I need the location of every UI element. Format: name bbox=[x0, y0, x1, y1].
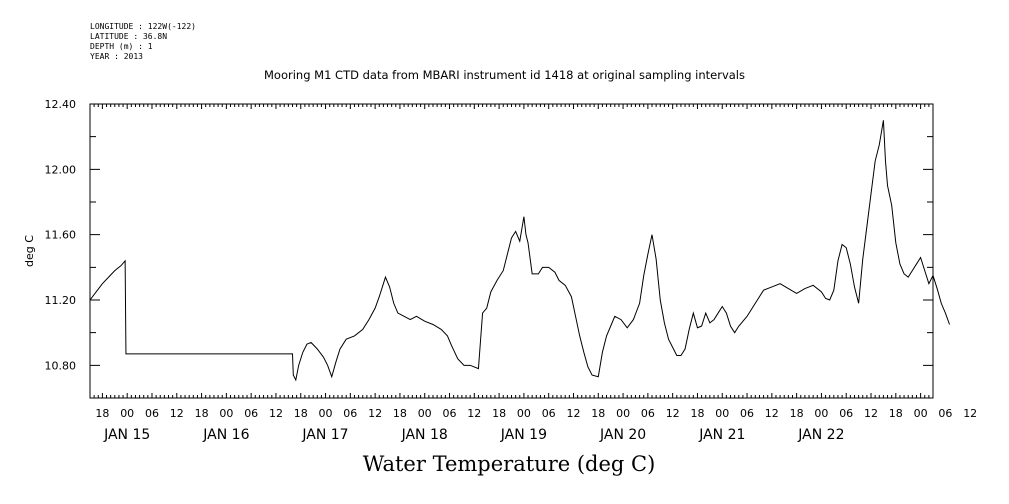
x-tick-label: 06 bbox=[938, 407, 952, 420]
y-tick-labels: 10.80 11.20 11.60 12.00 12.40 bbox=[45, 98, 77, 372]
day-label: JAN 16 bbox=[202, 427, 249, 443]
x-tick-label: 12 bbox=[567, 407, 581, 420]
x-tick-label: 00 bbox=[517, 407, 531, 420]
y-axis-label: deg C bbox=[23, 235, 36, 267]
axis-ticks bbox=[89, 103, 934, 399]
x-tick-label: 06 bbox=[443, 407, 457, 420]
x-tick-label: 00 bbox=[814, 407, 828, 420]
x-tick-labels: 18 00 06 12 18 00 06 12 18 00 06 12 18 00 06 12 18 00 06 12… bbox=[95, 407, 977, 420]
x-tick-label: 18 bbox=[294, 407, 308, 420]
y-tick-label: 10.80 bbox=[45, 359, 77, 372]
chart-title: Mooring M1 CTD data from MBARI instrumen… bbox=[264, 68, 745, 82]
x-tick-label: 12 bbox=[269, 407, 283, 420]
depth-text: DEPTH (m) : 1 bbox=[90, 42, 153, 51]
y-tick-label: 11.60 bbox=[45, 229, 77, 242]
day-label: JAN 17 bbox=[301, 427, 348, 443]
x-tick-label: 18 bbox=[393, 407, 407, 420]
x-tick-label: 18 bbox=[790, 407, 804, 420]
series-line bbox=[89, 120, 951, 382]
x-tick-label: 06 bbox=[839, 407, 853, 420]
x-tick-label: 18 bbox=[95, 407, 109, 420]
longitude-text: LONGITUDE : 122W(-122) bbox=[90, 22, 196, 31]
x-tick-label: 18 bbox=[195, 407, 209, 420]
metadata-block: LONGITUDE : 122W(-122) LATITUDE : 36.8N … bbox=[90, 22, 196, 62]
x-tick-label: 06 bbox=[542, 407, 556, 420]
x-tick-label: 00 bbox=[120, 407, 134, 420]
day-label: JAN 15 bbox=[103, 427, 150, 443]
x-tick-label: 00 bbox=[616, 407, 630, 420]
x-tick-label: 18 bbox=[691, 407, 705, 420]
tick-marks bbox=[89, 103, 934, 399]
x-tick-label: 18 bbox=[591, 407, 605, 420]
day-labels: JAN 15 JAN 16 JAN 17 JAN 18 JAN 19 JAN 20 JAN … bbox=[103, 427, 844, 443]
day-label: JAN 20 bbox=[599, 427, 646, 443]
x-tick-label: 06 bbox=[145, 407, 159, 420]
x-tick-label: 00 bbox=[715, 407, 729, 420]
day-label: JAN 22 bbox=[797, 427, 844, 443]
year-text: YEAR : 2013 bbox=[90, 52, 143, 61]
x-tick-label: 12 bbox=[963, 407, 977, 420]
x-tick-label: 00 bbox=[319, 407, 333, 420]
x-tick-label: 06 bbox=[244, 407, 258, 420]
y-tick-label: 12.00 bbox=[45, 163, 77, 176]
y-tick-label: 12.40 bbox=[45, 98, 77, 111]
x-tick-label: 06 bbox=[740, 407, 754, 420]
x-tick-label: 18 bbox=[492, 407, 506, 420]
x-axis-label: Water Temperature (deg C) bbox=[362, 452, 656, 476]
day-label: JAN 19 bbox=[500, 427, 547, 443]
x-tick-label: 12 bbox=[765, 407, 779, 420]
x-tick-label: 12 bbox=[666, 407, 680, 420]
x-tick-label: 00 bbox=[219, 407, 233, 420]
x-tick-label: 12 bbox=[368, 407, 382, 420]
x-tick-label: 00 bbox=[914, 407, 928, 420]
x-tick-label: 12 bbox=[864, 407, 878, 420]
x-tick-label: 06 bbox=[343, 407, 357, 420]
x-tick-label: 12 bbox=[467, 407, 481, 420]
y-tick-label: 11.20 bbox=[45, 294, 77, 307]
latitude-text: LATITUDE : 36.8N bbox=[90, 32, 168, 41]
x-tick-label: 00 bbox=[418, 407, 432, 420]
day-label: JAN 21 bbox=[698, 427, 745, 443]
x-tick-label: 18 bbox=[889, 407, 903, 420]
x-tick-label: 06 bbox=[641, 407, 655, 420]
x-tick-label: 12 bbox=[170, 407, 184, 420]
day-label: JAN 18 bbox=[401, 427, 448, 443]
